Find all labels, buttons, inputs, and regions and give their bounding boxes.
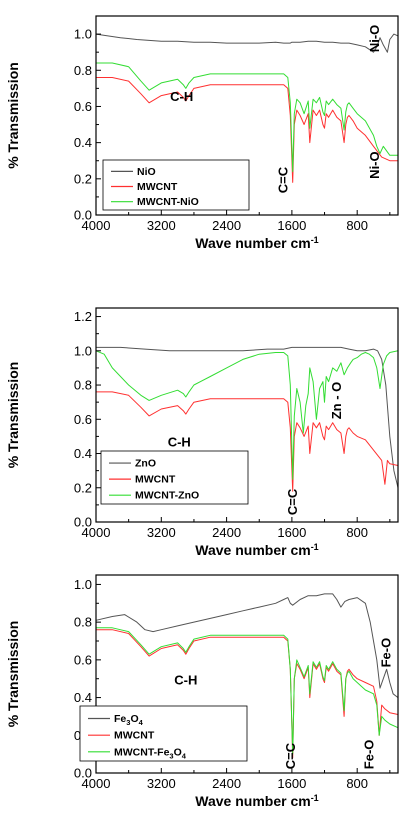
peak-annotation: C-H <box>170 89 193 104</box>
x-tick-label: 800 <box>346 525 368 540</box>
legend-label: ZnO <box>135 458 156 470</box>
series-line-2 <box>96 77 398 183</box>
x-tick-label: 2400 <box>212 218 241 233</box>
y-tick-label: 0.8 <box>74 615 92 630</box>
peak-annotation: C=C <box>283 742 298 769</box>
peak-annotation: Zn - O <box>329 382 344 420</box>
series-line-1 <box>95 593 399 698</box>
y-tick-label: 0.0 <box>74 766 92 781</box>
series-line-3 <box>95 350 399 480</box>
series-line-3 <box>96 62 398 173</box>
y-tick-label: 1.2 <box>74 309 92 324</box>
y-tick-label: 0.0 <box>74 515 92 530</box>
peak-annotation: C-H <box>168 435 191 450</box>
x-tick-label: 1600 <box>277 776 306 791</box>
x-tick-label: 4000 <box>82 776 111 791</box>
x-tick-label: 800 <box>346 776 368 791</box>
x-tick-label: 4000 <box>82 525 111 540</box>
legend-label: MWCNT-Fe3O4 <box>114 746 187 760</box>
x-tick-label: 3200 <box>147 776 176 791</box>
series-line-3 <box>96 627 399 755</box>
y-tick-label: 0.2 <box>74 171 92 186</box>
x-axis-label-sup: -1 <box>311 542 319 552</box>
y-tick-label: 1.0 <box>74 343 92 358</box>
legend: Fe3O4 MWCNT MWCNT-Fe3O4 <box>79 705 248 762</box>
legend-label: Fe3O4 <box>114 713 144 727</box>
y-tick-label: 0.4 <box>74 135 92 150</box>
chart-panel-3: 40003200240016008000.00.20.40.60.81.0Wav… <box>5 574 399 809</box>
series-line-1 <box>95 33 399 53</box>
chart-panel-2: 4000 3200 2400 1600 800 0.0 0.2 0.4 0.6 0.8 1.0 1.2… <box>5 307 399 558</box>
legend-label: MWCNT <box>137 181 178 193</box>
y-tick-label: 0.0 <box>74 208 92 223</box>
y-tick-label: 0.4 <box>74 690 92 705</box>
legend-label: MWCNT-NiO <box>137 196 199 208</box>
plot-frame <box>95 574 399 774</box>
peak-annotation: C=C <box>285 488 300 515</box>
x-axis-label-sup: -1 <box>311 235 319 245</box>
chart-panel-1: 4000 3200 2400 1600 800 0.0 0.2 0.4 0.6 0.8 1.0 Wav… <box>5 15 399 251</box>
peak-annotation: C-H <box>174 672 197 687</box>
x-tick-label: 4000 <box>82 218 111 233</box>
y-tick-label: 0.8 <box>74 63 92 78</box>
peak-annotation: Ni-O <box>367 151 382 178</box>
y-axis-label: % Transmission <box>5 62 21 169</box>
legend: ZnO MWCNT MWCNT-ZnO <box>100 450 249 505</box>
y-tick-label: 0.6 <box>74 99 92 114</box>
x-tick-label: 2400 <box>212 776 241 791</box>
x-tick-label: 800 <box>346 218 368 233</box>
plot-frame <box>95 307 399 523</box>
y-tick-label: 1.0 <box>74 27 92 42</box>
y-tick-label: 0.8 <box>74 378 92 393</box>
peak-annotation: Fe-O <box>362 740 377 770</box>
x-axis-label: Wave number cm-1 <box>195 542 318 558</box>
y-axis-label: % Transmission <box>5 362 21 469</box>
x-axis-label: Wave number cm-1 <box>195 793 318 809</box>
y-axis-label: % Transmission <box>5 621 21 728</box>
x-tick-label: 1600 <box>277 525 306 540</box>
legend-label: NiO <box>137 166 156 178</box>
y-tick-label: 0.2 <box>74 480 92 495</box>
y-tick-label: 0.6 <box>74 412 92 427</box>
x-tick-label: 3200 <box>147 218 176 233</box>
x-tick-label: 2400 <box>212 525 241 540</box>
y-tick-label: 1.0 <box>74 577 92 592</box>
legend: NiO MWCNT MWCNT-NiO <box>102 159 250 211</box>
x-tick-label: 1600 <box>277 218 306 233</box>
x-axis-label-sup: -1 <box>311 793 319 803</box>
y-tick-label: 0.6 <box>74 652 92 667</box>
legend-label: MWCNT-ZnO <box>135 490 199 502</box>
series-line-1 <box>96 346 399 488</box>
legend-label: MWCNT <box>114 730 155 742</box>
legend-label: MWCNT <box>135 474 176 486</box>
peak-annotation: C=C <box>275 166 290 193</box>
plot-frame <box>95 15 399 216</box>
series-line-2 <box>96 391 399 492</box>
peak-annotation: Fe-O <box>379 638 394 668</box>
y-tick-label: 0.4 <box>74 446 92 461</box>
x-axis-label: Wave number cm-1 <box>195 235 318 251</box>
peak-annotation: Ni-O <box>367 25 382 52</box>
x-tick-label: 3200 <box>147 525 176 540</box>
